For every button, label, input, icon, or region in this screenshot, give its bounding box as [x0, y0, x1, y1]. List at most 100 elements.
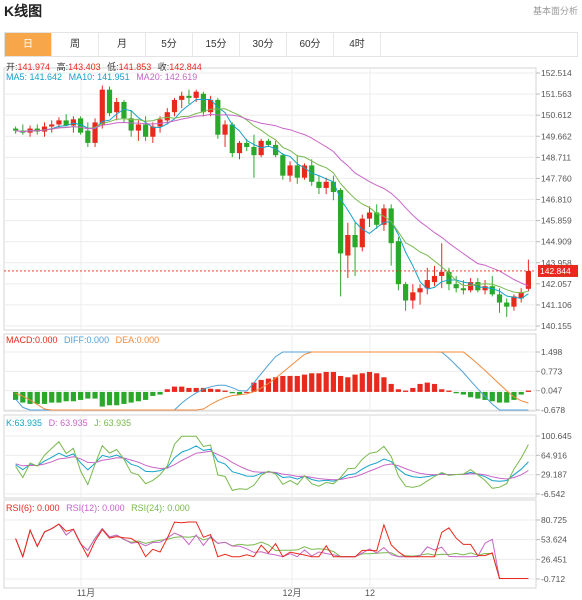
macd-bar — [41, 391, 48, 404]
price-panel-tick-label: 141.106 — [541, 300, 572, 310]
rsi-panel-tick-label: -0.712 — [541, 574, 565, 584]
tab-5min[interactable]: 5分 — [146, 33, 193, 56]
macd-bar — [13, 391, 19, 400]
ma-readout: MA5: 141.642 MA10: 141.951 MA20: 142.619 — [6, 72, 201, 82]
candle-body — [395, 241, 401, 285]
candle-body — [496, 294, 503, 303]
candle-body — [171, 99, 178, 113]
kdj-panel-tick-label: 29.187 — [541, 470, 567, 480]
price-panel-tick-label: 140.155 — [541, 321, 572, 331]
current-price-tag — [538, 264, 578, 277]
macd-bar — [323, 371, 329, 392]
candle-body — [424, 280, 430, 289]
candle-body — [135, 124, 141, 131]
candle-body — [352, 235, 358, 248]
macd-dea-line — [15, 351, 529, 411]
kdj-k-line — [15, 445, 529, 482]
candle-body — [460, 288, 466, 291]
macd-bar — [27, 391, 33, 404]
macd-bar — [99, 391, 105, 407]
x-axis-label: 11月 — [77, 588, 95, 598]
candle-body — [215, 99, 221, 135]
macd-bar — [236, 391, 243, 395]
candle-body — [388, 208, 394, 244]
open-value: 141.974 — [17, 62, 51, 72]
candle-body — [200, 93, 206, 113]
rsi-readout: RSI(6): 0.000 RSI(12): 0.000 RSI(24): 0.… — [6, 503, 194, 513]
candle-body — [244, 142, 250, 147]
candle-body — [121, 101, 127, 119]
macd-bar — [395, 389, 401, 392]
rsi-panel-tick-label: 80.725 — [541, 515, 567, 525]
price-panel-tick-label: 144.909 — [541, 237, 572, 247]
macd-bar — [287, 375, 293, 392]
tab-month[interactable]: 月 — [99, 33, 146, 56]
macd-bar — [244, 391, 250, 393]
macd-bar — [330, 371, 336, 392]
macd-bar — [496, 391, 503, 403]
candle-body — [338, 189, 344, 254]
macd-bar — [316, 373, 322, 392]
macd-bar — [179, 386, 185, 392]
macd-bar — [121, 391, 127, 404]
macd-bar — [489, 391, 495, 402]
tab-week[interactable]: 周 — [52, 33, 99, 56]
macd-panel-frame — [3, 333, 537, 412]
current-price-label: 142.844 — [540, 266, 571, 276]
macd-bar — [157, 391, 163, 395]
price-panel-tick-label: 147.760 — [541, 173, 572, 183]
ma5-label: MA5: — [6, 72, 28, 82]
diff-label: DIFF: — [64, 335, 87, 345]
kdj-panel-tick-label: -6.542 — [541, 489, 565, 499]
kdj-panel-tick-label: 64.916 — [541, 450, 567, 460]
candle-body — [330, 181, 336, 193]
tab-4hour[interactable]: 4时 — [334, 33, 381, 56]
tab-15min[interactable]: 15分 — [193, 33, 240, 56]
rsi6-label: RSI(6): — [6, 503, 35, 513]
kdj-panel-frame — [3, 414, 537, 499]
candle-body — [150, 126, 156, 137]
rsi-panel-frame — [3, 499, 537, 589]
rsi6-line — [15, 521, 529, 579]
dea-value: 0.000 — [136, 335, 160, 345]
tab-60min[interactable]: 60分 — [287, 33, 334, 56]
candle-body — [56, 120, 62, 125]
candle-body — [345, 235, 351, 256]
candle-body — [114, 101, 120, 113]
rsi-panel-tick-label: 26.451 — [541, 554, 567, 564]
price-panel-tick-label: 148.711 — [541, 152, 571, 162]
tab-day[interactable]: 日 — [5, 33, 52, 56]
macd-bar — [453, 391, 459, 394]
macd-bar — [200, 387, 206, 392]
kdj-readout: K:63.935 D: 63.935 J: 63.935 — [6, 418, 135, 428]
candle-body — [280, 155, 286, 176]
macd-bar — [114, 391, 120, 406]
tab-30min[interactable]: 30分 — [240, 33, 287, 56]
macd-bar — [251, 382, 257, 392]
diff-value: 0.000 — [86, 335, 110, 345]
macd-bar — [388, 383, 394, 392]
macd-bar — [359, 373, 365, 392]
macd-bar — [106, 391, 113, 406]
macd-bar — [439, 389, 445, 392]
candle-body — [374, 212, 380, 225]
macd-bar — [171, 386, 178, 392]
macd-bar — [56, 391, 62, 403]
fundamental-analysis-link[interactable]: 基本面分析 — [532, 6, 578, 16]
macd-bar — [193, 387, 199, 392]
candle-body — [294, 165, 300, 178]
candle-body — [92, 122, 98, 143]
candle-body — [301, 165, 308, 178]
macd-bar — [63, 391, 69, 402]
macd-bar — [381, 377, 387, 392]
candle-body — [34, 128, 40, 132]
macd-panel-tick-label: -0.678 — [541, 405, 565, 415]
macd-bar — [186, 387, 192, 392]
price-panel-tick-label: 151.563 — [541, 89, 572, 99]
ma10-label: MA10: — [68, 72, 95, 82]
macd-bar — [511, 391, 517, 400]
candle-body — [106, 89, 113, 114]
candle-body — [41, 126, 48, 132]
